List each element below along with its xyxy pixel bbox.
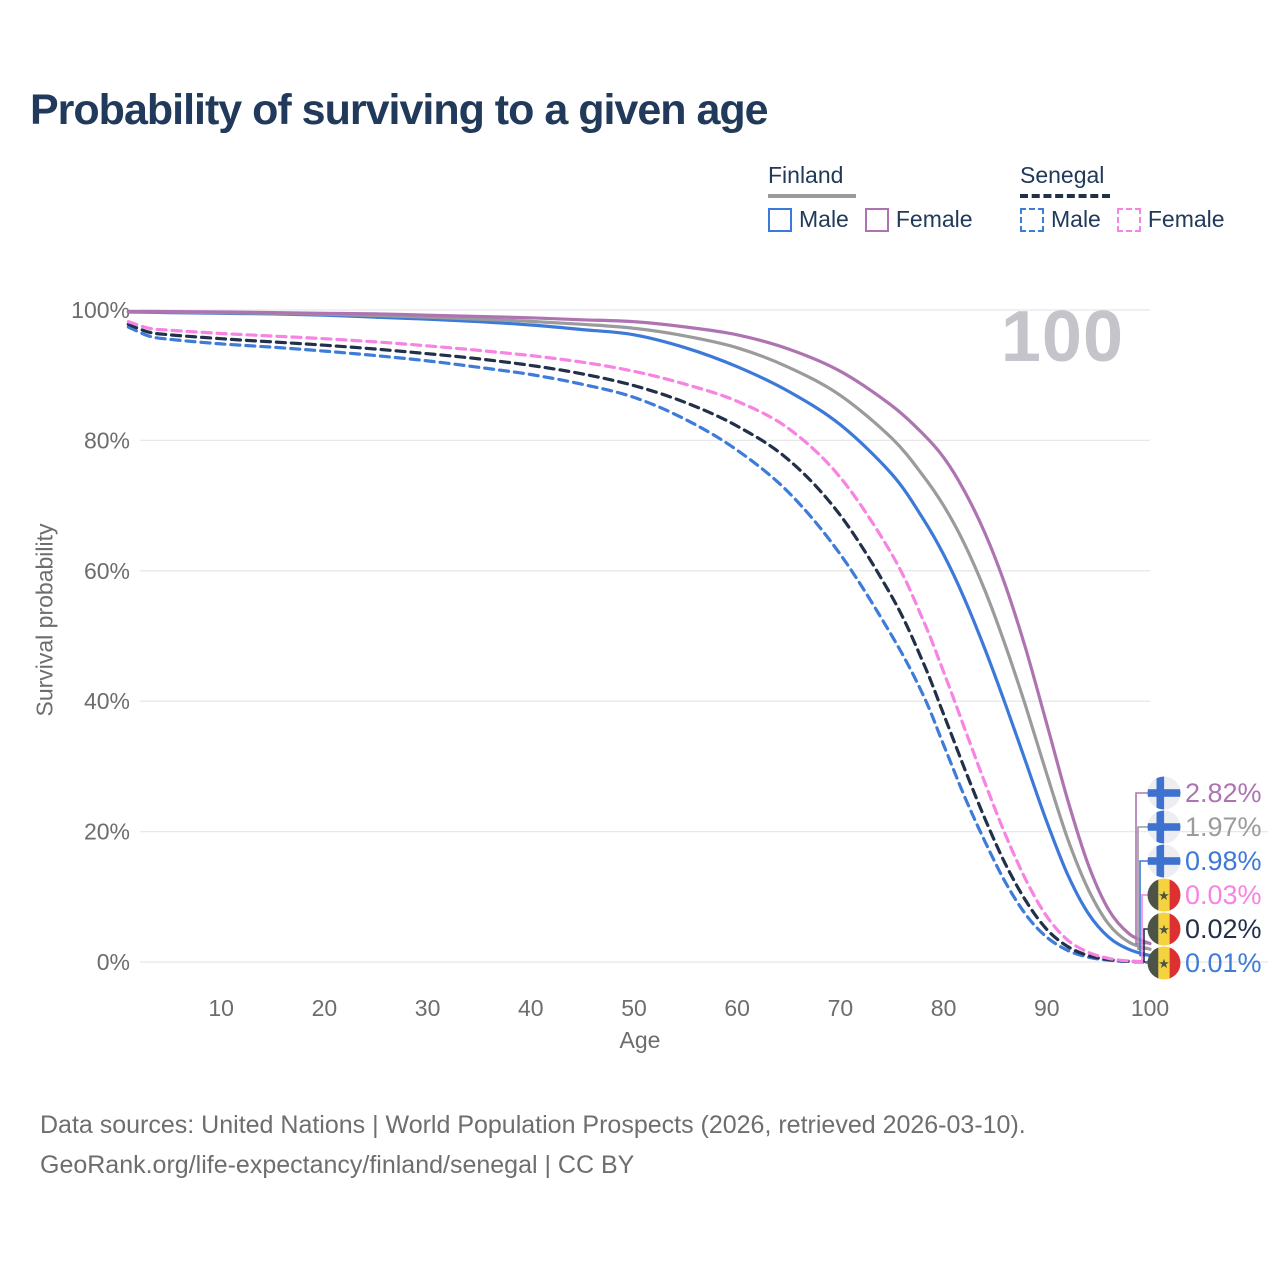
y-axis-tick-100: 100%: [71, 297, 130, 323]
series-line-finland-male[interactable]: [126, 310, 1152, 958]
legend-label-senegal-male[interactable]: Male: [1051, 206, 1101, 232]
x-axis-tick-10: 10: [208, 995, 234, 1021]
series-line-finland-female[interactable]: [126, 309, 1152, 946]
end-label-row-finland-female: 2.82%: [1147, 776, 1262, 810]
x-axis-tick-50: 50: [621, 995, 647, 1021]
x-axis-tick-80: 80: [931, 995, 957, 1021]
y-axis-tick-40: 40%: [84, 688, 130, 714]
series-line-senegal-male[interactable]: [126, 325, 1152, 964]
end-label-value-senegal-total: 0.02%: [1185, 913, 1262, 944]
end-label-row-senegal-female: ★ 0.03%: [1147, 878, 1262, 912]
senegal-flag-icon: ★: [1147, 878, 1181, 912]
y-axis-tick-60: 60%: [84, 558, 130, 584]
end-label-value-finland-male: 0.98%: [1185, 845, 1262, 876]
legend-label-finland-female[interactable]: Female: [895, 206, 973, 232]
svg-text:★: ★: [1158, 956, 1170, 971]
footer-source-line: Data sources: United Nations | World Pop…: [40, 1111, 1026, 1139]
legend-swatch-senegal-female[interactable]: [1116, 207, 1141, 232]
finland-flag-icon: [1147, 776, 1181, 810]
end-label-value-senegal-female: 0.03%: [1185, 879, 1262, 910]
y-axis-tick-0: 0%: [97, 949, 130, 975]
legend-swatch-finland-male[interactable]: [768, 207, 792, 232]
end-label-value-senegal-male: 0.01%: [1185, 947, 1262, 978]
senegal-flag-icon: ★: [1147, 912, 1181, 946]
end-label-value-finland-female: 2.82%: [1185, 777, 1262, 808]
legend-line-swatch-finland: [768, 194, 856, 198]
legend-swatch-finland-female[interactable]: [864, 207, 889, 232]
svg-text:★: ★: [1158, 922, 1170, 937]
x-axis-title: Age: [619, 1027, 661, 1053]
series-line-senegal-total[interactable]: [126, 322, 1152, 964]
legend-line-swatch-senegal: [1020, 194, 1110, 198]
finland-flag-icon: [1147, 810, 1181, 844]
series-line-finland-total[interactable]: [126, 310, 1152, 951]
x-axis-tick-100: 100: [1131, 995, 1169, 1021]
end-label-row-finland-total: 1.97%: [1147, 810, 1262, 844]
x-axis-tick-90: 90: [1034, 995, 1060, 1021]
y-axis-tick-80: 80%: [84, 427, 130, 453]
hover-age-indicator: 100: [1000, 297, 1124, 377]
page-title: Probability of surviving to a given age: [30, 86, 769, 134]
end-label-row-senegal-total: ★ 0.02%: [1147, 912, 1262, 946]
x-axis-tick-40: 40: [518, 995, 544, 1021]
end-label-row-finland-male: 0.98%: [1147, 844, 1262, 878]
legend-country-finland[interactable]: Finland: [768, 162, 844, 188]
end-label-connector-finland-female: [1135, 792, 1150, 945]
series-line-senegal-female[interactable]: [126, 320, 1152, 964]
finland-flag-icon: [1147, 844, 1181, 878]
legend-swatch-senegal-male[interactable]: [1020, 207, 1044, 232]
legend-label-senegal-female[interactable]: Female: [1147, 206, 1225, 232]
legend-group-senegal: Senegal Male Female: [1020, 162, 1241, 233]
svg-text:★: ★: [1158, 888, 1170, 903]
end-label-value-finland-total: 1.97%: [1185, 811, 1262, 842]
legend-country-senegal[interactable]: Senegal: [1020, 162, 1105, 188]
y-axis-title: Survival probability: [31, 523, 58, 717]
senegal-flag-icon: ★: [1147, 946, 1181, 980]
x-axis-tick-30: 30: [415, 995, 441, 1021]
x-axis-tick-70: 70: [828, 995, 854, 1021]
x-axis-tick-20: 20: [312, 995, 338, 1021]
legend-label-finland-male[interactable]: Male: [799, 206, 849, 232]
end-label-row-senegal-male: ★ 0.01%: [1147, 946, 1262, 980]
legend-group-finland: Finland Male Female: [768, 162, 989, 233]
x-axis-tick-60: 60: [724, 995, 750, 1021]
end-label-connector-finland-male: [1139, 860, 1150, 957]
footer-url-line: GeoRank.org/life-expectancy/finland/sene…: [40, 1151, 635, 1179]
footer: Data sources: United Nations | World Pop…: [40, 1105, 1026, 1185]
y-axis-tick-20: 20%: [84, 819, 130, 845]
